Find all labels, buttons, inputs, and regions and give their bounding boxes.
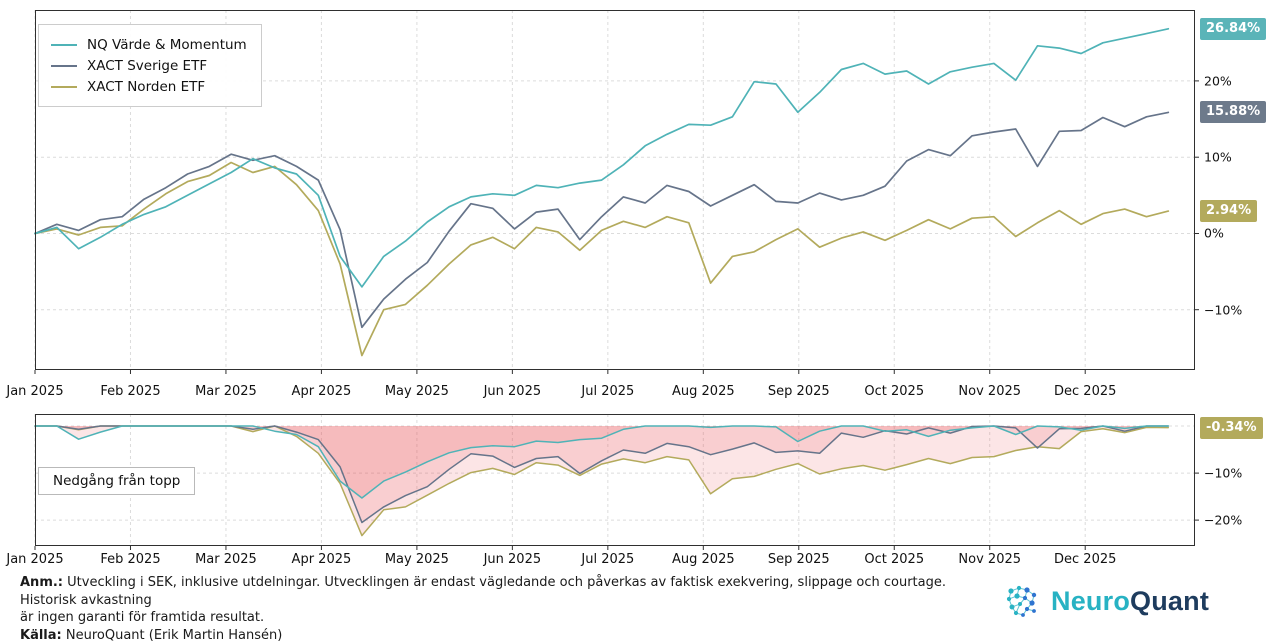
footnote-line-1: Anm.: Utveckling i SEK, inklusive utdeln… [20,574,995,609]
cumulative-return-chart [34,10,1199,374]
x-axis-tick-label: Jan 2025 [6,552,64,567]
x-axis-tick-label: Sep 2025 [767,552,830,567]
footnote-source-text: NeuroQuant (Erik Martin Hansén) [65,627,283,642]
neuroquant-logo: NeuroQuant [1002,582,1209,620]
x-axis-tick-label: Mar 2025 [195,552,257,567]
x-axis-tick-label: Apr 2025 [291,552,352,567]
x-axis-tick-label: May 2025 [384,384,449,399]
x-axis-tick-label: Nov 2025 [958,552,1022,567]
y-axis-tick-label: 0% [1204,225,1224,241]
x-axis-tick-label: Apr 2025 [291,384,352,399]
main-chart-x-axis: Jan 2025 Feb 2025 Mar 2025 Apr 2025 May 2025… [0,384,1266,400]
x-axis-tick-label: Dec 2025 [1054,552,1117,567]
y-axis-tick-label: −10% [1204,302,1243,318]
x-axis-tick-label: Mar 2025 [195,384,257,399]
x-axis-tick-label: Jul 2025 [581,384,635,399]
y-axis-tick-label: 20% [1204,73,1232,89]
legend-label-sverige: XACT Sverige ETF [87,57,208,74]
x-axis-tick-label: Feb 2025 [100,384,161,399]
drawdown-chart [34,414,1199,550]
drawdown-annotation-box: Nedgång från topp [38,467,196,495]
y-axis-tick-label: −20% [1204,512,1243,528]
end-value-badge-sverige: 15.88% [1200,101,1266,124]
x-axis-tick-label: Dec 2025 [1054,384,1117,399]
x-axis-tick-label: May 2025 [384,552,449,567]
legend: NQ Värde & Momentum XACT Sverige ETF XAC… [38,24,262,107]
end-value-badge-nq: 26.84% [1200,17,1266,40]
footnote-source: Källa: NeuroQuant (Erik Martin Hansén) [20,627,995,642]
x-axis-tick-label: Jan 2025 [6,384,64,399]
footnote-source-label: Källa: [20,627,62,642]
end-value-badge-drawdown: -0.34% [1200,416,1263,439]
legend-label-norden: XACT Norden ETF [87,78,206,95]
logo-text-primary: Neuro [1051,585,1131,616]
x-axis-tick-label: Aug 2025 [672,384,735,399]
legend-label-nq: NQ Värde & Momentum [87,36,247,53]
legend-swatch-sverige-icon [51,64,77,67]
neuroquant-wordmark: NeuroQuant [1051,586,1209,617]
footnote-line-2: är ingen garanti för framtida resultat. [20,610,265,625]
legend-swatch-nq-icon [51,43,77,46]
footnote: Anm.: Utveckling i SEK, inklusive utdeln… [20,574,995,642]
x-axis-tick-label: Nov 2025 [958,384,1022,399]
legend-item-nq: NQ Värde & Momentum [51,34,247,55]
y-axis-tick-label: −10% [1204,465,1243,481]
footnote-note-text: Utveckling i SEK, inklusive utdelningar.… [20,575,947,608]
x-axis-tick-label: Jul 2025 [581,552,635,567]
drawdown-chart-x-axis: Jan 2025 Feb 2025 Mar 2025 Apr 2025 May 2025… [0,552,1266,568]
x-axis-tick-label: Jun 2025 [483,552,542,567]
x-axis-tick-label: Sep 2025 [767,384,830,399]
x-axis-tick-label: Jun 2025 [483,384,542,399]
x-axis-tick-label: Aug 2025 [672,552,735,567]
neuroquant-brain-icon [1006,585,1037,617]
logo-text-secondary: Quant [1130,585,1210,616]
y-axis-tick-label: 10% [1204,149,1232,165]
end-value-badge-norden: 2.94% [1200,200,1258,223]
x-axis-tick-label: Feb 2025 [100,552,161,567]
x-axis-tick-label: Oct 2025 [864,552,925,567]
legend-item-norden: XACT Norden ETF [51,76,247,97]
x-axis-tick-label: Oct 2025 [864,384,925,399]
legend-item-sverige: XACT Sverige ETF [51,55,247,76]
footnote-note-label: Anm.: [20,575,63,590]
legend-swatch-norden-icon [51,85,77,88]
